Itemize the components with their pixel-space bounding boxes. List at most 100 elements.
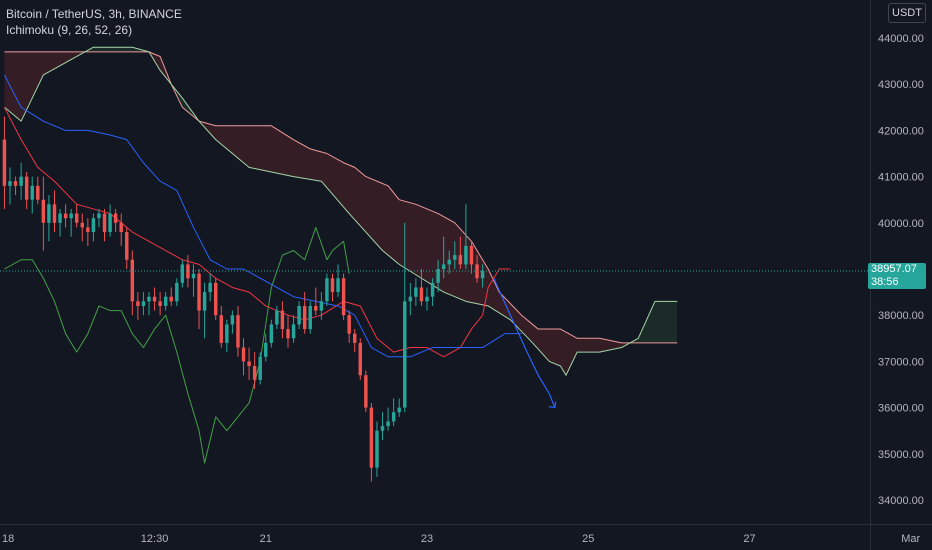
candle-up	[297, 301, 301, 330]
candle-up	[480, 264, 485, 288]
candle-body	[241, 347, 246, 362]
candle-up	[380, 412, 385, 440]
candle-up	[425, 287, 429, 311]
candle-down	[219, 305, 224, 348]
candle-body	[352, 333, 357, 343]
cloud-segment	[87, 47, 149, 52]
candle-body	[36, 185, 40, 200]
candle-down	[213, 278, 218, 320]
candle-up	[264, 333, 268, 362]
candle-body	[69, 213, 73, 219]
candle-body	[2, 139, 7, 186]
candle-down	[86, 218, 90, 246]
candle-body	[480, 270, 485, 279]
candle-body	[464, 245, 468, 265]
candle-up	[69, 208, 73, 237]
candle-body	[180, 264, 185, 283]
candle-body	[97, 213, 101, 219]
candle-body	[19, 176, 23, 186]
candle-body	[386, 421, 390, 427]
candle-up	[325, 273, 329, 306]
candle-body	[408, 296, 413, 302]
candle-up	[30, 176, 34, 214]
price-tick-label: 35000.00	[878, 449, 924, 461]
candle-up	[8, 167, 12, 205]
price-tick-label: 34000.00	[878, 495, 924, 507]
candle-down	[158, 292, 162, 316]
candle-body	[247, 361, 251, 367]
candle-body	[119, 222, 123, 233]
currency-button[interactable]: USDT	[888, 3, 926, 23]
candle-body	[397, 407, 401, 413]
candle-down	[469, 241, 474, 274]
candle-body	[63, 213, 68, 219]
candle-up	[180, 259, 185, 288]
symbol-title[interactable]: Bitcoin / TetherUS, 3h, BINANCE	[6, 7, 182, 21]
bar-countdown: 38:56	[871, 276, 899, 288]
candle-up	[436, 259, 440, 293]
candle-down	[24, 171, 29, 209]
candle-body	[163, 296, 168, 306]
candle-body	[308, 305, 312, 330]
candle-body	[347, 315, 351, 334]
candle-up	[230, 310, 235, 334]
candles	[2, 116, 485, 482]
candle-down	[52, 190, 57, 233]
candle-up	[397, 398, 401, 417]
candle-body	[147, 296, 151, 302]
candle-body	[319, 301, 324, 311]
indicator-title[interactable]: Ichimoku (9, 26, 52, 26)	[6, 23, 133, 37]
candle-up	[336, 264, 340, 297]
candle-down	[247, 347, 251, 380]
candle-body	[13, 181, 18, 186]
candle-down	[302, 292, 307, 334]
price-tick-label: 41000.00	[878, 172, 924, 184]
candle-body	[169, 296, 173, 302]
candle-down	[130, 250, 135, 316]
time-tick-label: 18	[2, 533, 14, 545]
candle-body	[136, 301, 140, 306]
conversion-line	[3, 74, 522, 358]
price-tick-label: 38000.00	[878, 310, 924, 322]
candle-body	[358, 342, 363, 376]
candle-body	[141, 301, 146, 306]
candle-body	[130, 259, 135, 302]
candle-down	[125, 227, 129, 269]
candle-body	[102, 213, 107, 233]
candle-down	[347, 310, 351, 343]
candle-body	[30, 185, 34, 200]
time-tick-label: Mar	[901, 533, 920, 545]
candle-up	[147, 292, 151, 316]
candle-body	[197, 273, 201, 311]
candle-body	[375, 430, 379, 468]
candle-up	[408, 282, 413, 316]
candle-down	[352, 329, 357, 353]
candle-down	[369, 402, 374, 482]
candle-body	[447, 259, 451, 265]
candle-body	[330, 278, 335, 293]
candle-down	[136, 292, 140, 320]
candle-body	[236, 315, 240, 348]
candle-up	[308, 301, 312, 334]
cloud-segment	[4, 50, 88, 122]
candle-up	[202, 282, 207, 339]
candle-up	[225, 319, 229, 353]
time-tick-label: 27	[743, 533, 755, 545]
ichimoku-lines	[3, 46, 678, 464]
candle-body	[391, 412, 396, 422]
candle-body	[230, 315, 235, 325]
candle-body	[252, 366, 257, 380]
last-price-badge: 38957.07 38:56	[868, 263, 926, 289]
candle-up	[58, 208, 62, 237]
candle-body	[225, 324, 229, 343]
candle-down	[169, 287, 173, 306]
candle-body	[264, 342, 268, 357]
price-tick-label: 40000.00	[878, 218, 924, 230]
candle-body	[258, 356, 262, 380]
candle-body	[80, 222, 85, 228]
candle-up	[447, 250, 451, 274]
candle-body	[436, 269, 440, 283]
candle-body	[108, 213, 112, 233]
